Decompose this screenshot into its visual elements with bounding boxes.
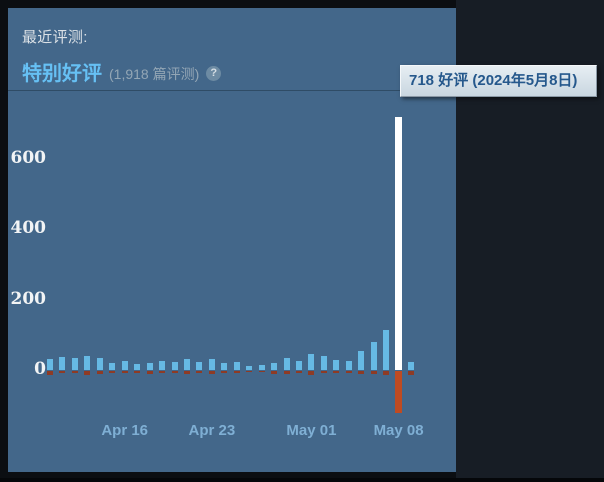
negative-bar[interactable] xyxy=(171,371,178,374)
negative-bar[interactable] xyxy=(96,371,103,374)
negative-bar[interactable] xyxy=(221,371,228,374)
positive-bar[interactable] xyxy=(258,365,265,370)
y-axis-label-600: 600 xyxy=(10,147,47,168)
negative-bar[interactable] xyxy=(258,371,265,373)
x-axis-label-may-01: May 01 xyxy=(286,422,337,439)
negative-bar[interactable] xyxy=(345,371,352,374)
negative-bar[interactable] xyxy=(159,371,166,374)
positive-bar[interactable] xyxy=(308,354,315,370)
positive-bar[interactable] xyxy=(370,341,377,370)
negative-bar[interactable] xyxy=(383,371,390,375)
negative-bar[interactable] xyxy=(146,371,153,374)
positive-bar[interactable] xyxy=(196,361,203,370)
rating-row: 特别好评 (1,918 篇评测) ? xyxy=(22,57,222,86)
negative-bar[interactable] xyxy=(283,371,290,374)
bar-tooltip: 718 好评 (2024年5月8日) xyxy=(400,65,597,97)
recent-reviews-title: 最近评测: xyxy=(22,29,88,46)
positive-bar[interactable] xyxy=(208,359,215,370)
positive-bar[interactable] xyxy=(221,362,228,370)
negative-bar-highlighted[interactable] xyxy=(395,371,403,413)
positive-bar[interactable] xyxy=(296,360,302,370)
positive-bar[interactable] xyxy=(171,361,178,370)
positive-bar[interactable] xyxy=(271,362,278,370)
negative-bar[interactable] xyxy=(84,371,91,375)
negative-bar[interactable] xyxy=(333,371,340,374)
positive-bar[interactable] xyxy=(121,360,128,370)
negative-bar[interactable] xyxy=(308,371,315,375)
y-axis-label-400: 400 xyxy=(10,218,47,239)
positive-bar[interactable] xyxy=(408,361,415,370)
positive-bar[interactable] xyxy=(320,355,327,370)
x-axis-label-apr-23: Apr 23 xyxy=(188,422,236,439)
negative-bar[interactable] xyxy=(183,371,190,374)
positive-bar[interactable] xyxy=(246,366,253,370)
negative-bar[interactable] xyxy=(370,371,377,374)
negative-bar[interactable] xyxy=(233,371,240,374)
negative-bar[interactable] xyxy=(271,371,278,374)
positive-bar[interactable] xyxy=(109,362,116,370)
positive-bar[interactable] xyxy=(383,329,390,370)
negative-bar[interactable] xyxy=(208,371,215,374)
negative-bar[interactable] xyxy=(408,371,415,375)
positive-bar[interactable] xyxy=(96,357,103,370)
review-count: (1,918 篇评测) xyxy=(109,65,200,82)
negative-bar[interactable] xyxy=(358,371,365,374)
negative-bar[interactable] xyxy=(196,371,203,374)
positive-bar[interactable] xyxy=(333,360,340,370)
positive-bar[interactable] xyxy=(283,358,290,370)
positive-bar[interactable] xyxy=(159,360,166,370)
x-axis-label-apr-16: Apr 16 xyxy=(101,422,149,439)
negative-bar[interactable] xyxy=(134,371,141,374)
positive-bar-highlighted[interactable] xyxy=(395,117,403,370)
positive-bar[interactable] xyxy=(59,356,66,370)
positive-bar[interactable] xyxy=(345,361,352,370)
positive-bar[interactable] xyxy=(183,359,190,370)
positive-bar[interactable] xyxy=(134,364,141,370)
x-axis-label-may-08: May 08 xyxy=(373,422,424,439)
recent-reviews-header: 最近评测: 特别好评 (1,918 篇评测) ? xyxy=(22,26,222,86)
negative-bar[interactable] xyxy=(109,371,116,374)
negative-bar[interactable] xyxy=(47,371,53,375)
y-axis-label-200: 200 xyxy=(10,288,47,309)
y-axis-label-0: 0 xyxy=(34,359,46,379)
positive-bar[interactable] xyxy=(233,361,240,370)
negative-bar[interactable] xyxy=(59,371,66,374)
negative-bar[interactable] xyxy=(246,371,253,373)
header-divider xyxy=(8,90,456,91)
recent-reviews-panel: 最近评测: 特别好评 (1,918 篇评测) ? xyxy=(8,8,456,472)
negative-bar[interactable] xyxy=(71,371,78,374)
negative-bar[interactable] xyxy=(320,371,327,374)
help-icon[interactable]: ? xyxy=(206,66,222,81)
positive-bar[interactable] xyxy=(47,359,53,370)
rating-summary: 特别好评 xyxy=(22,63,102,85)
positive-bar[interactable] xyxy=(146,362,153,370)
positive-bar[interactable] xyxy=(71,357,78,370)
negative-bar[interactable] xyxy=(296,371,302,374)
negative-bar[interactable] xyxy=(121,371,128,374)
positive-bar[interactable] xyxy=(358,350,365,370)
positive-bar[interactable] xyxy=(84,355,91,370)
